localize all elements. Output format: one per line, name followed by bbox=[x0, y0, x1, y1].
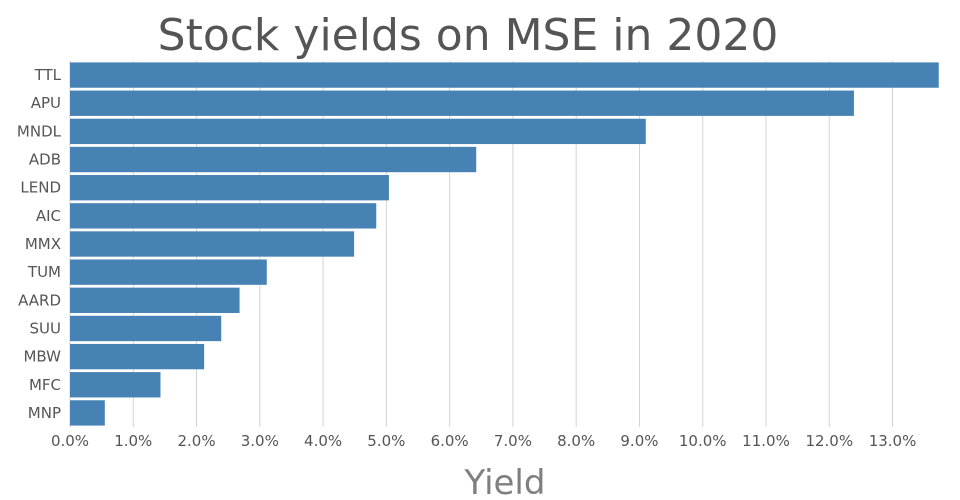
y-tick-label: SUU bbox=[30, 319, 61, 337]
x-tick-label: 0.0% bbox=[51, 432, 89, 450]
y-tick-label: AIC bbox=[36, 207, 61, 225]
y-tick-label: TTL bbox=[34, 66, 62, 84]
bar-mbw bbox=[70, 343, 205, 370]
x-tick-label: 4.0% bbox=[304, 432, 342, 450]
chart-title: Stock yields on MSE in 2020 bbox=[158, 10, 779, 61]
x-tick-label: 7.0% bbox=[494, 432, 532, 450]
x-tick-label: 8.0% bbox=[557, 432, 595, 450]
x-axis-labels: 0.0% 1.0% 2.0% 3.0% 4.0% 5.0% 6.0% 7.0% 8.0% 9.0%… bbox=[51, 432, 916, 450]
y-tick-label: AARD bbox=[18, 291, 61, 309]
y-tick-label: APU bbox=[31, 94, 61, 112]
y-tick-label: MBW bbox=[23, 348, 61, 366]
x-tick-label: 11.0% bbox=[742, 432, 790, 450]
x-tick-label: 13.0% bbox=[869, 432, 917, 450]
bar-mfc bbox=[70, 372, 161, 398]
bar-mmx bbox=[70, 231, 355, 257]
bar-aic bbox=[70, 203, 377, 229]
y-axis-labels: TTL APU MNDL ADB LEND AIC MMX TUM AARD SUU MBW MFC M… bbox=[17, 66, 62, 422]
x-tick-label: 1.0% bbox=[114, 432, 152, 450]
x-tick-label: 5.0% bbox=[367, 432, 405, 450]
x-tick-label: 12.0% bbox=[805, 432, 853, 450]
bar-mndl bbox=[70, 118, 646, 145]
x-tick-label: 9.0% bbox=[620, 432, 658, 450]
y-tick-label: LEND bbox=[20, 179, 61, 197]
y-tick-label: ADB bbox=[29, 151, 61, 169]
bar-ttl bbox=[70, 62, 939, 88]
x-tick-label: 3.0% bbox=[241, 432, 279, 450]
x-tick-label: 6.0% bbox=[431, 432, 469, 450]
x-tick-label: 10.0% bbox=[679, 432, 727, 450]
x-axis-title: Yield bbox=[464, 463, 546, 500]
y-tick-label: MFC bbox=[29, 376, 61, 394]
bars bbox=[70, 62, 939, 426]
y-tick-label: MMX bbox=[25, 235, 61, 253]
bar-adb bbox=[70, 146, 477, 173]
y-tick-label: MNDL bbox=[17, 122, 62, 140]
bar-mnp bbox=[70, 400, 105, 426]
y-tick-label: TUM bbox=[27, 263, 61, 281]
y-tick-label: MNP bbox=[28, 404, 61, 422]
bar-tum bbox=[70, 259, 267, 285]
bar-aard bbox=[70, 287, 240, 313]
bar-apu bbox=[70, 90, 854, 116]
bar-suu bbox=[70, 315, 222, 342]
bar-lend bbox=[70, 175, 389, 201]
x-tick-label: 2.0% bbox=[177, 432, 215, 450]
